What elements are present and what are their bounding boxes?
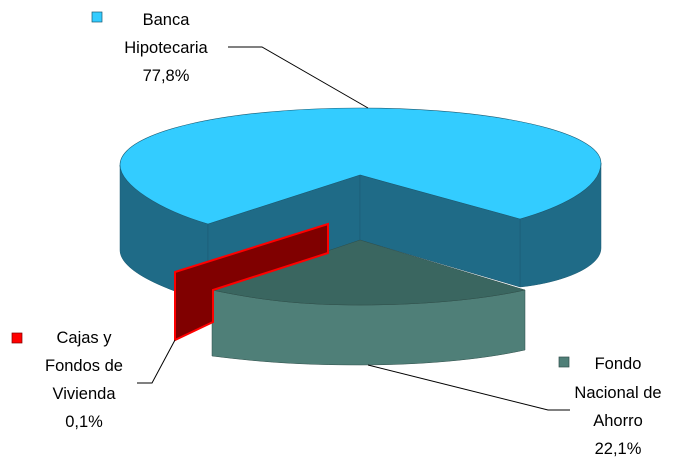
label-banca-value: 77,8% bbox=[143, 67, 190, 85]
slice-banca-top bbox=[119, 107, 602, 225]
label-fondo-line3: Ahorro bbox=[593, 412, 643, 430]
label-cajas-value: 0,1% bbox=[65, 413, 103, 431]
label-fondo-line2: Nacional de bbox=[574, 384, 661, 402]
label-banca-line1: Banca bbox=[143, 11, 191, 29]
label-cajas-line1: Cajas y bbox=[56, 329, 112, 347]
label-fondo-line1: Fondo bbox=[595, 355, 642, 373]
slice-fondo-nacional bbox=[211, 239, 526, 366]
label-cajas-fondos: Cajas y Fondos de Vivienda 0,1% bbox=[11, 329, 123, 431]
label-fondo-value: 22,1% bbox=[595, 440, 642, 458]
label-fondo-nacional: Fondo Nacional de Ahorro 22,1% bbox=[558, 355, 662, 458]
legend-swatch-fondo bbox=[558, 356, 570, 368]
label-cajas-line2: Fondos de bbox=[45, 357, 123, 375]
leader-line-banca bbox=[228, 46, 369, 109]
leader-line-cajas bbox=[137, 339, 176, 384]
label-banca-hipotecaria: Banca Hipotecaria 77,8% bbox=[91, 11, 209, 85]
leader-line-fondo bbox=[367, 364, 570, 411]
label-cajas-line3: Vivienda bbox=[53, 385, 117, 403]
legend-swatch-cajas bbox=[11, 332, 23, 344]
legend-swatch-banca bbox=[91, 11, 103, 23]
slice-fondo-top bbox=[211, 239, 526, 306]
label-banca-line2: Hipotecaria bbox=[124, 39, 208, 57]
